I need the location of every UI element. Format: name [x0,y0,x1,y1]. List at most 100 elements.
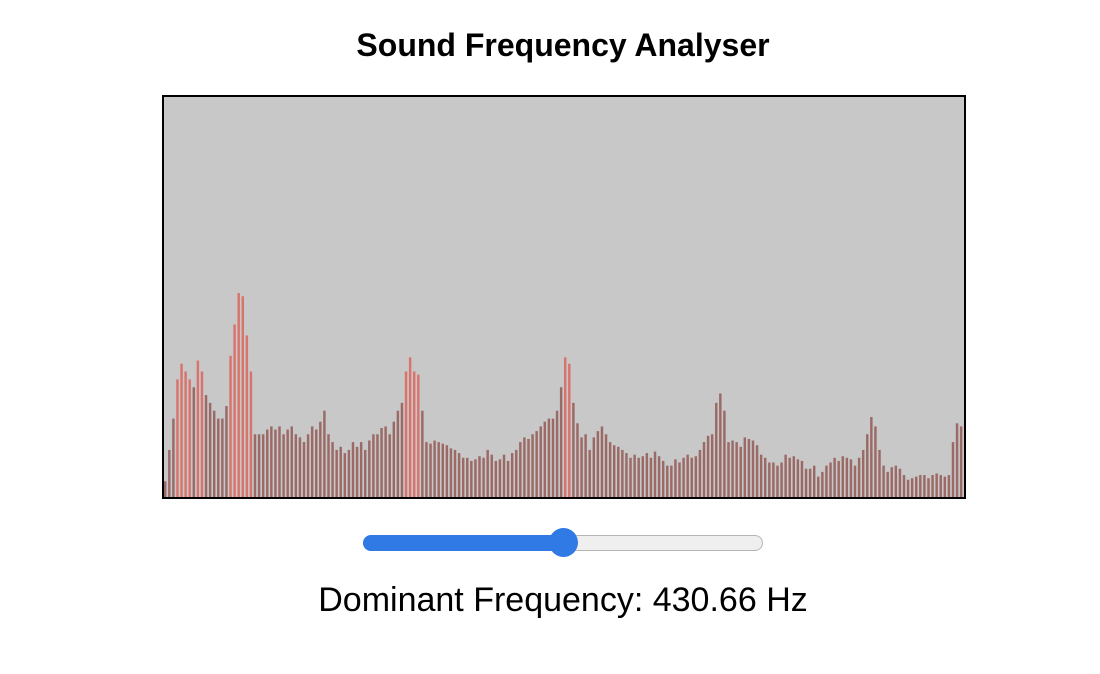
spectrum-bar [612,445,616,497]
spectrum-bar [715,402,718,497]
spectrum-bar [237,293,240,497]
spectrum-bar [747,438,751,497]
spectrum-bar [441,443,444,497]
spectrum-bar [486,449,489,497]
app-title: Sound Frequency Analyser [356,27,770,63]
readout-label: Dominant Frequency: [318,581,644,619]
spectrum-bar [535,431,538,497]
spectrum-bar [674,459,677,497]
spectrum-bar [515,449,518,497]
spectrum-bar [315,429,318,497]
slider-thumb[interactable] [549,528,578,557]
spectrum-bar [384,426,387,497]
spectrum-bar [890,467,893,497]
spectrum-bar [955,423,959,497]
spectrum-bar [306,434,310,497]
spectrum-bar [666,465,669,497]
spectrum-bar [694,456,698,497]
spectrum-bar [527,438,530,497]
spectrum-bar [559,387,563,497]
slider-fill[interactable] [363,535,563,551]
spectrum-bar [845,457,849,497]
spectrum-bar [180,363,183,497]
spectrum-bar [547,418,551,497]
spectrum-bar [506,460,510,497]
spectrum-bar [580,437,583,497]
spectrum-bar [731,440,734,497]
spectrum-bar [192,387,196,497]
spectrum-bar [849,459,853,497]
spectrum-bar [208,402,212,497]
spectrum-bar [449,448,453,497]
spectrum-bar [249,371,253,497]
spectrum-bar [470,460,473,497]
spectrum-bar [833,457,836,497]
spectrum-bar [959,426,963,497]
spectrum-bar [812,465,816,497]
spectrum-bar [217,418,220,497]
spectrum-bar [784,454,787,497]
spectrum-bar [870,417,873,497]
spectrum-bar [290,426,293,497]
frequency-slider[interactable] [363,527,763,557]
spectrum-bar [461,457,465,497]
spectrum-bar [735,442,738,497]
spectrum-bar [302,442,306,497]
spectrum-bar [257,434,261,497]
spectrum-bar [882,465,885,497]
spectrum-bar [857,457,861,497]
spectrum-bar [282,434,285,497]
spectrum-bar [653,451,657,497]
spectrum-bar [270,426,273,497]
spectrum-bar [788,457,791,497]
spectrum-bar [915,476,918,497]
spectrum-bar [584,434,587,497]
spectrum-bar [323,410,326,497]
spectrum-bar [939,475,942,497]
spectrum-bar [278,426,281,497]
spectrum-bar [298,437,302,497]
spectrum-bar [902,475,906,497]
spectrum-bar [739,446,742,497]
spectrum-bar [568,363,571,497]
spectrum-bar [641,456,644,497]
spectrum-bar [343,453,347,497]
spectrum-bar [225,406,228,497]
spectrum-bar [727,442,730,497]
spectrum-bar [490,454,493,497]
spectrum-bar [498,459,502,497]
spectrum-bar [804,468,808,497]
spectrum-bar [466,457,469,497]
spectrum-bar [164,481,167,497]
spectrum-bar [759,454,763,497]
spectrum-bar [927,478,930,497]
spectrum-bar [412,371,416,497]
spectrum-bar [657,456,661,497]
spectrum-bar [682,457,685,497]
spectrum-bar [821,471,824,497]
spectrum-bar [478,456,481,497]
spectrum-bar [396,410,400,497]
spectrum-bar [910,478,914,497]
spectrum-bar [176,379,179,497]
spectrum-bar [576,423,579,497]
spectrum-bar [184,371,187,497]
spectrum-bar [474,459,477,497]
spectrum-bar [266,429,269,497]
spectrum-bar [951,442,955,497]
spectrum-bar [604,434,608,497]
spectrum-bar [445,445,449,497]
spectrum-svg [164,293,963,497]
spectrum-bar [457,453,461,497]
spectrum-bar [808,468,812,497]
spectrum-bar [686,454,689,497]
spectrum-bar [417,374,420,497]
frequency-spectrum-chart [162,95,966,499]
spectrum-bar [351,442,355,497]
spectrum-bar [894,465,898,497]
spectrum-bar [621,449,624,497]
readout-unit: Hz [766,581,808,619]
spectrum-bar [331,442,334,497]
spectrum-bar [829,462,832,497]
spectrum-bar [837,460,840,497]
